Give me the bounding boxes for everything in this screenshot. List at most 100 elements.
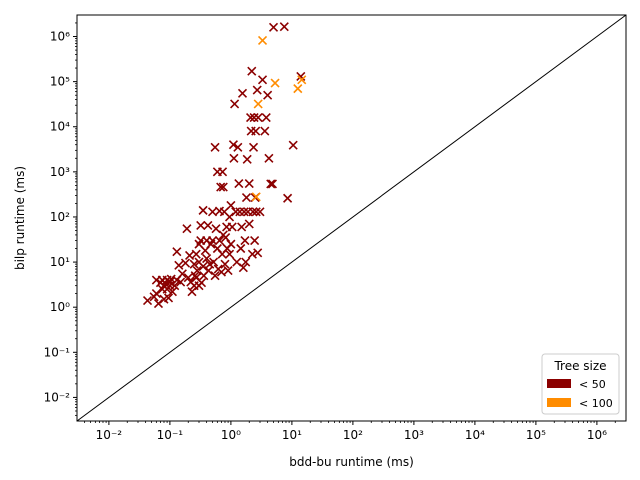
data-point-small-tree bbox=[209, 257, 219, 267]
data-point-small-tree bbox=[216, 267, 227, 277]
data-point-small-tree bbox=[224, 249, 235, 259]
data-point-small-tree bbox=[207, 235, 218, 246]
y-tick-label: 10⁶ bbox=[50, 30, 70, 44]
data-point-small-tree bbox=[231, 207, 241, 217]
data-point-small-tree bbox=[253, 248, 263, 258]
data-point-small-tree bbox=[227, 222, 237, 232]
data-point-small-tree bbox=[252, 85, 262, 95]
data-point-small-tree bbox=[247, 249, 257, 259]
data-point-medium-tree bbox=[293, 84, 303, 94]
data-point-small-tree bbox=[242, 154, 252, 164]
x-tick-label: 10³ bbox=[404, 428, 424, 442]
data-point-small-tree bbox=[239, 207, 249, 217]
data-point-small-tree bbox=[216, 182, 226, 192]
legend-swatch-medium bbox=[547, 398, 571, 407]
legend-title: Tree size bbox=[553, 359, 606, 373]
data-point-small-tree bbox=[214, 235, 225, 246]
data-point-small-tree bbox=[241, 192, 252, 203]
plot-frame bbox=[76, 14, 627, 422]
data-point-small-tree bbox=[238, 263, 248, 273]
data-point-small-tree bbox=[255, 207, 265, 217]
data-point-medium-tree bbox=[253, 99, 263, 109]
data-point-small-tree bbox=[244, 219, 254, 229]
data-point-small-tree bbox=[189, 259, 199, 269]
data-point-small-tree bbox=[241, 257, 251, 267]
data-point-medium-tree bbox=[270, 78, 280, 88]
data-point-small-tree bbox=[257, 75, 268, 85]
y-tick-label: 10⁻¹ bbox=[44, 345, 71, 359]
data-point-small-tree bbox=[177, 269, 187, 279]
data-point-small-tree bbox=[174, 260, 184, 270]
y-tick-label: 10² bbox=[50, 210, 70, 224]
x-tick-label: 10⁰ bbox=[221, 428, 241, 442]
data-point-small-tree bbox=[250, 235, 260, 246]
data-point-small-tree bbox=[249, 112, 259, 123]
data-point-small-tree bbox=[151, 289, 161, 299]
data-point-small-tree bbox=[234, 179, 244, 189]
data-point-small-tree bbox=[226, 200, 236, 211]
y-tick-label: 10¹ bbox=[50, 255, 70, 269]
data-point-small-tree bbox=[261, 112, 271, 123]
points-layer bbox=[142, 22, 307, 309]
data-point-small-tree bbox=[247, 66, 257, 76]
data-point-small-tree bbox=[251, 207, 261, 217]
data-point-small-tree bbox=[210, 142, 220, 152]
data-point-small-tree bbox=[279, 22, 289, 32]
x-axis-label: bdd-bu runtime (ms) bbox=[289, 455, 414, 469]
data-point-small-tree bbox=[221, 232, 231, 243]
x-axis: 10⁻² 10⁻¹ 10⁰ 10¹ 10² 10³ 10⁴ 10⁵ 10⁶ bbox=[84, 421, 616, 442]
data-point-small-tree bbox=[288, 140, 298, 150]
x-tick-label: 10⁻² bbox=[96, 428, 123, 442]
data-point-small-tree bbox=[192, 265, 202, 276]
data-point-small-tree bbox=[266, 179, 276, 189]
y-tick-label: 10³ bbox=[50, 165, 70, 179]
data-point-small-tree bbox=[217, 167, 228, 177]
reference-line bbox=[76, 14, 627, 422]
x-tick-label: 10⁵ bbox=[526, 428, 546, 442]
data-point-small-tree bbox=[223, 265, 233, 276]
y-axis-label: bilp runtime (ms) bbox=[13, 166, 27, 270]
data-point-small-tree bbox=[237, 222, 247, 232]
data-point-small-tree bbox=[268, 22, 279, 32]
data-point-small-tree bbox=[220, 259, 230, 269]
data-point-small-tree bbox=[183, 273, 193, 283]
data-point-small-tree bbox=[248, 142, 259, 152]
y-tick-label: 10⁰ bbox=[50, 300, 70, 314]
data-point-small-tree bbox=[176, 277, 186, 287]
data-point-small-tree bbox=[172, 247, 182, 257]
data-point-small-tree bbox=[236, 243, 246, 254]
data-point-small-tree bbox=[198, 205, 208, 215]
x-tick-label: 10² bbox=[343, 428, 363, 442]
legend-swatch-small bbox=[547, 379, 571, 388]
legend: Tree size < 50 < 100 bbox=[541, 353, 620, 415]
data-point-small-tree bbox=[240, 235, 250, 246]
data-point-small-tree bbox=[167, 287, 177, 297]
data-point-small-tree bbox=[196, 278, 207, 288]
data-point-small-tree bbox=[248, 207, 258, 217]
data-point-small-tree bbox=[237, 88, 248, 98]
data-point-small-tree bbox=[211, 224, 221, 234]
data-point-small-tree bbox=[233, 142, 243, 152]
data-point-small-tree bbox=[210, 271, 220, 281]
data-point-small-tree bbox=[203, 220, 213, 230]
data-point-small-tree bbox=[283, 193, 293, 203]
data-point-small-tree bbox=[142, 296, 153, 306]
data-point-small-tree bbox=[264, 153, 274, 163]
x-tick-label: 10¹ bbox=[282, 428, 302, 442]
legend-label-small: < 50 bbox=[579, 378, 606, 391]
data-point-small-tree bbox=[163, 293, 174, 303]
data-point-small-tree bbox=[180, 258, 191, 268]
data-point-small-tree bbox=[184, 250, 195, 261]
data-point-small-tree bbox=[198, 261, 208, 272]
data-point-small-tree bbox=[191, 249, 201, 259]
data-point-small-tree bbox=[228, 140, 238, 150]
data-point-small-tree bbox=[253, 112, 263, 123]
x-tick-label: 10⁻¹ bbox=[157, 428, 184, 442]
data-point-small-tree bbox=[244, 179, 254, 189]
data-point-small-tree bbox=[196, 220, 206, 230]
data-point-small-tree bbox=[230, 99, 240, 109]
y-tick-label: 10⁴ bbox=[50, 120, 70, 134]
data-point-medium-tree bbox=[257, 35, 268, 45]
data-point-small-tree bbox=[182, 224, 192, 234]
y-tick-label: 10⁵ bbox=[50, 75, 70, 89]
